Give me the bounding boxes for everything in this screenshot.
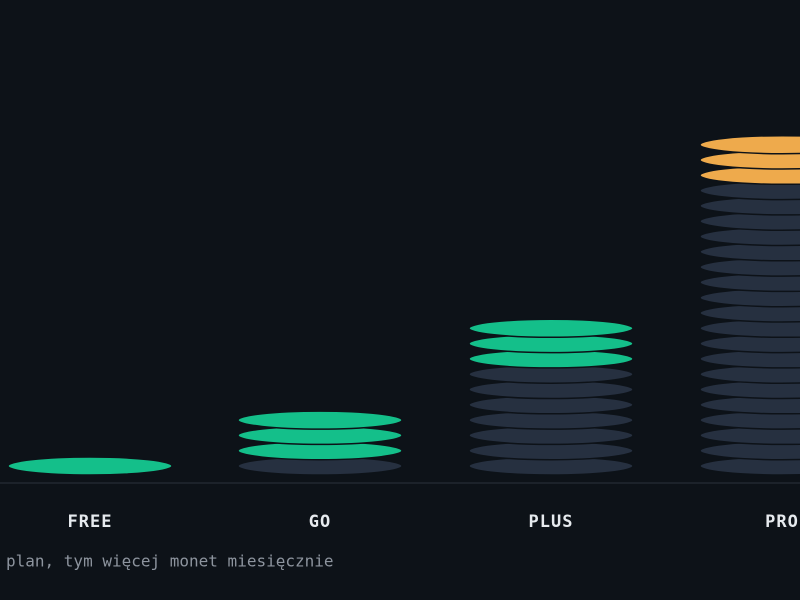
highlighted-coin — [237, 410, 403, 430]
highlighted-coin — [699, 134, 800, 155]
plan-label: GO — [309, 512, 331, 532]
highlighted-coin — [468, 318, 634, 339]
plan-label: PRO — [765, 512, 799, 532]
plan-label: PLUS — [529, 512, 574, 532]
caption: plan, tym więcej monet miesięcznie — [6, 552, 334, 571]
highlighted-coin — [7, 456, 173, 476]
plan-label: FREE — [68, 512, 113, 532]
